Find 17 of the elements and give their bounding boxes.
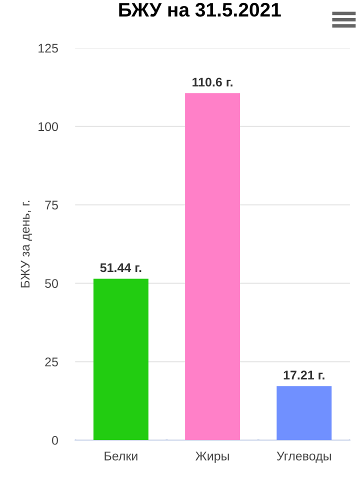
y-tick-label: 50 [45,279,58,288]
bar [93,278,148,440]
y-tick-label: 100 [38,122,58,132]
y-tick-label: 75 [45,200,58,210]
data-label: 17.21 г. [284,370,324,380]
y-tick-label: 25 [45,358,58,366]
bar [276,386,332,440]
chart-title: БЖУ на 31.5.2021 [119,2,281,17]
x-tick-label: Белки [104,452,138,460]
bar [185,93,240,440]
y-tick-label: 125 [38,44,58,53]
y-tick-label: 0 [52,436,58,445]
data-label: 51.44 г. [100,263,142,272]
y-axis-title: БЖУ за день, г. [20,200,32,288]
x-tick-label: Углеводы [276,452,331,463]
x-tick-label: Жиры [195,452,229,463]
data-label: 110.6 г. [192,78,232,87]
